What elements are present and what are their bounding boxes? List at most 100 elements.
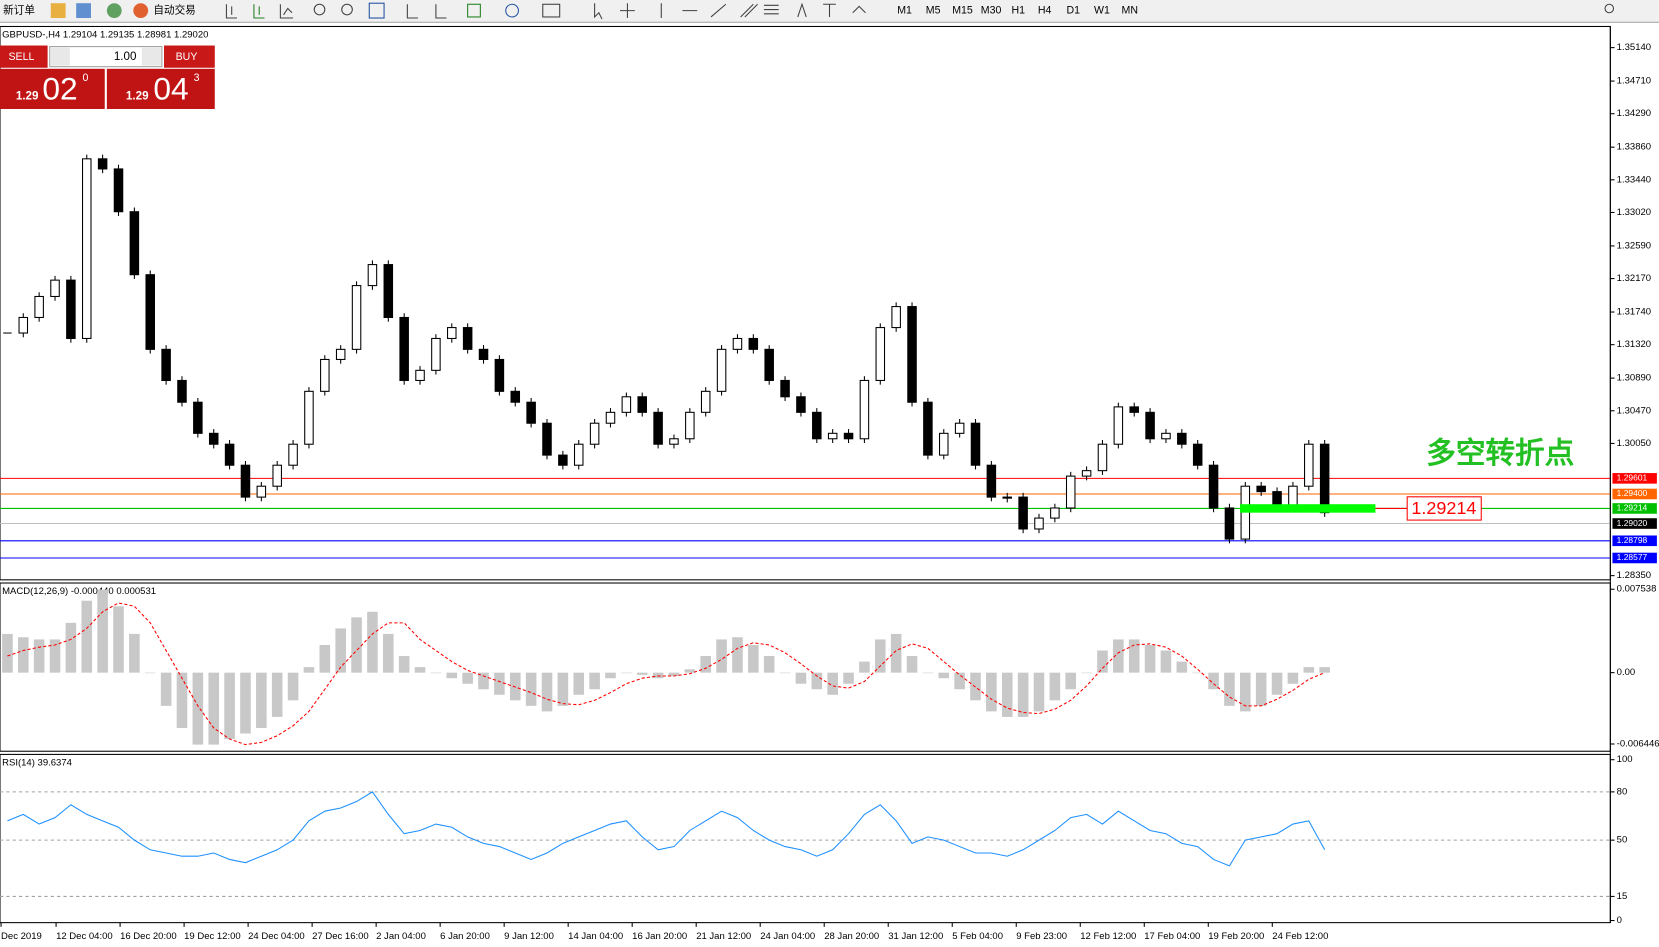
macd-bar (271, 672, 283, 717)
macd-bar (1224, 672, 1235, 706)
icon[interactable] (106, 3, 122, 19)
y-tick-label: 1.31740 (1617, 307, 1651, 318)
y-tick-label: 1.33020 (1617, 207, 1651, 218)
rsi-line (7, 791, 1326, 867)
search-icon[interactable] (1604, 3, 1615, 14)
candle (1002, 496, 1013, 499)
buy-price-sup: 3 (194, 72, 200, 84)
timeframe-button[interactable]: W1 (1094, 4, 1110, 16)
icon[interactable] (740, 3, 779, 18)
candle (1018, 496, 1028, 530)
timeframe-button[interactable]: H1 (1011, 4, 1025, 16)
icon[interactable] (50, 3, 66, 19)
sell-button[interactable] (0, 45, 48, 68)
macd-bar (49, 639, 61, 673)
icon[interactable] (852, 5, 866, 14)
timeframe-button[interactable]: M1 (897, 4, 912, 16)
icon[interactable] (279, 4, 294, 19)
buy-button[interactable] (163, 45, 215, 68)
macd-bar (1160, 650, 1172, 673)
icon[interactable] (797, 2, 836, 18)
icon[interactable] (133, 3, 149, 19)
candle (462, 327, 473, 350)
candle (431, 337, 441, 371)
x-tick-label: 16 Dec 20:00 (120, 931, 177, 942)
x-tick-label: Dec 2019 (1, 931, 42, 942)
candle (66, 279, 76, 339)
buy-price-box[interactable] (106, 68, 215, 110)
lot-value[interactable]: 1.00 (114, 50, 137, 63)
x-tick-label: 14 Jan 04:00 (568, 931, 623, 942)
lot-field[interactable] (49, 46, 163, 68)
icon[interactable] (253, 4, 265, 19)
candle (1224, 507, 1235, 540)
x-tick-label: 2 Jan 04:00 (376, 931, 426, 942)
candle (716, 348, 727, 392)
macd-bar (224, 672, 235, 740)
macd-bar (446, 672, 458, 679)
y-tick-label: 1.32590 (1617, 240, 1651, 251)
icon[interactable] (594, 3, 603, 20)
candle (478, 348, 489, 360)
macd-bar (557, 672, 569, 706)
timeframe-button[interactable]: M15 (952, 4, 973, 16)
macd-bar (81, 600, 93, 673)
timeframe-button[interactable]: MN (1122, 4, 1138, 16)
candle (1034, 517, 1044, 530)
macd-bar (1240, 672, 1251, 712)
macd-bar (890, 633, 902, 673)
level-tag (1612, 552, 1657, 564)
sell-label[interactable]: SELL (8, 51, 34, 63)
icon[interactable] (620, 3, 635, 19)
timeframe-button[interactable]: M5 (926, 4, 941, 16)
y-tick-label: 1.33860 (1617, 142, 1651, 153)
macd-bar (843, 672, 854, 684)
candle (351, 285, 362, 350)
x-tick-label: 17 Feb 04:00 (1144, 931, 1200, 942)
icon[interactable] (660, 3, 727, 19)
icon[interactable] (341, 3, 353, 16)
timeframe-button[interactable]: D1 (1067, 4, 1081, 16)
candle (780, 379, 790, 398)
candle (732, 337, 743, 350)
macd-bar (430, 672, 442, 674)
macd-bar (922, 672, 934, 674)
auto-trading[interactable]: 自动交易 (153, 3, 195, 16)
y-tick-label: 1.30050 (1617, 438, 1651, 449)
y-tick-label: 1.30890 (1617, 373, 1651, 384)
icon[interactable] (225, 4, 237, 19)
icon[interactable] (313, 3, 326, 16)
macd-bar (636, 672, 648, 675)
y-tick-label: 1.31320 (1617, 339, 1651, 350)
buy-label[interactable]: BUY (176, 51, 198, 63)
candle (1129, 406, 1139, 413)
macd-bar (1287, 672, 1299, 684)
icon[interactable] (368, 2, 385, 19)
icon[interactable] (505, 3, 519, 18)
macd-bar (256, 672, 267, 728)
candle (129, 211, 140, 276)
timeframe-button[interactable]: H4 (1038, 4, 1052, 16)
y-tick-label: 1.32170 (1617, 273, 1651, 284)
candle (685, 411, 695, 440)
icon[interactable] (406, 4, 418, 19)
new-order[interactable]: 新订单 (3, 3, 35, 16)
icon[interactable] (467, 3, 481, 18)
lot-down[interactable] (50, 47, 70, 66)
buy-price-prefix: 1.29 (126, 89, 149, 102)
timeframe-button[interactable]: M30 (981, 4, 1002, 16)
lot-up[interactable] (141, 47, 161, 66)
macd-bar (113, 606, 124, 673)
macd-bar (240, 672, 251, 734)
macd-bar (414, 667, 426, 673)
x-tick-label: 5 Feb 04:00 (952, 931, 1003, 942)
icon[interactable] (435, 4, 447, 19)
candle (939, 432, 949, 456)
sell-price-box[interactable] (0, 68, 105, 110)
macd-bar (478, 672, 489, 690)
signal-line (7, 602, 1325, 746)
candle (669, 438, 679, 445)
icon[interactable] (542, 3, 561, 18)
icon[interactable] (76, 3, 91, 19)
y-tick-label: 1.30470 (1617, 405, 1651, 416)
